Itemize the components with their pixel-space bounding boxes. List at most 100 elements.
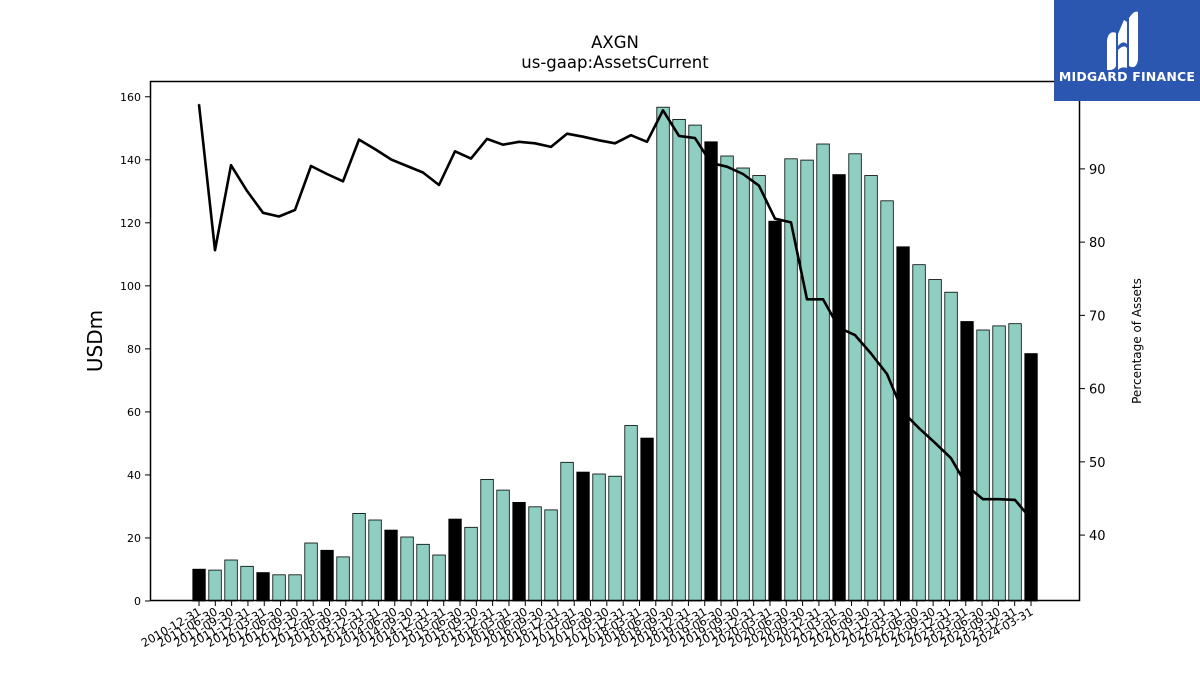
line-point bbox=[614, 142, 616, 144]
bar bbox=[192, 568, 206, 602]
bar bbox=[320, 549, 334, 602]
brand-name: MIDGARD FINANCE bbox=[1058, 69, 1196, 84]
line-point bbox=[262, 212, 264, 214]
bar bbox=[1024, 353, 1038, 602]
line-point bbox=[294, 209, 296, 211]
bar bbox=[960, 321, 974, 602]
right-axis: 405060708090100 bbox=[1080, 90, 1114, 544]
bar bbox=[208, 569, 222, 602]
line-point bbox=[838, 327, 840, 329]
y-tick-label: 140 bbox=[120, 154, 141, 167]
chart-subtitle: us-gaap:AssetsCurrent bbox=[521, 53, 709, 72]
line-point bbox=[502, 144, 504, 146]
line-point bbox=[742, 173, 744, 175]
bar bbox=[640, 437, 654, 602]
bar bbox=[800, 159, 814, 602]
line-point bbox=[806, 298, 808, 300]
bar bbox=[448, 518, 462, 602]
line-point bbox=[1030, 518, 1032, 520]
chart-title: AXGN bbox=[591, 33, 639, 52]
midgard-m-logo-icon bbox=[1107, 11, 1138, 71]
bar bbox=[848, 153, 862, 602]
x-axis: 2010-12-312011-06-302011-09-302011-12-31… bbox=[139, 601, 1036, 650]
y-tick-label: 80 bbox=[127, 343, 141, 356]
bar bbox=[736, 167, 750, 602]
bar bbox=[1008, 323, 1022, 602]
y2-tick-label: 40 bbox=[1089, 529, 1106, 544]
line-point bbox=[438, 184, 440, 186]
bar bbox=[832, 174, 846, 602]
line-point bbox=[710, 162, 712, 164]
y-tick-label: 60 bbox=[127, 406, 141, 419]
line-point bbox=[342, 180, 344, 182]
bar bbox=[272, 574, 286, 602]
bar bbox=[256, 572, 270, 602]
line-point bbox=[886, 373, 888, 375]
line-point bbox=[726, 166, 728, 168]
y2-tick-label: 50 bbox=[1089, 456, 1106, 471]
line-point bbox=[902, 411, 904, 413]
y-tick-label: 20 bbox=[127, 532, 141, 545]
line-point bbox=[374, 148, 376, 150]
line-point bbox=[758, 185, 760, 187]
y2-axis-label: Percentage of Assets bbox=[1130, 278, 1144, 404]
bar bbox=[688, 124, 702, 602]
line-point bbox=[422, 171, 424, 174]
line-point bbox=[470, 158, 472, 160]
bar bbox=[368, 519, 382, 602]
bar bbox=[592, 473, 606, 602]
line-point bbox=[646, 141, 648, 143]
line-point bbox=[358, 139, 360, 141]
bar bbox=[544, 509, 558, 602]
line-point bbox=[694, 137, 696, 139]
line-point bbox=[1014, 499, 1016, 501]
line-point bbox=[326, 173, 328, 175]
bar bbox=[704, 141, 718, 602]
bar bbox=[880, 200, 894, 602]
bar bbox=[816, 143, 830, 602]
bar bbox=[416, 543, 430, 602]
line-point bbox=[566, 133, 568, 135]
line-point bbox=[774, 218, 776, 220]
line-point bbox=[534, 142, 536, 144]
bar bbox=[768, 220, 782, 602]
bar bbox=[864, 175, 878, 602]
bar bbox=[896, 246, 910, 602]
bar bbox=[464, 526, 478, 602]
bar bbox=[992, 325, 1006, 602]
y-tick-label: 0 bbox=[134, 595, 141, 608]
bar bbox=[672, 119, 686, 602]
bar bbox=[656, 106, 670, 602]
y-tick-label: 40 bbox=[127, 469, 141, 482]
y-axis-label: USDm bbox=[83, 310, 107, 372]
bar bbox=[576, 471, 590, 602]
line-layer bbox=[197, 103, 1032, 520]
bar bbox=[560, 461, 574, 602]
bar bbox=[240, 565, 254, 602]
bar bbox=[624, 425, 638, 602]
y2-tick-label: 80 bbox=[1089, 236, 1106, 251]
bar bbox=[944, 291, 958, 602]
line-point bbox=[870, 352, 872, 355]
line-point bbox=[518, 141, 520, 143]
line-point bbox=[198, 103, 200, 105]
line-point bbox=[982, 498, 984, 500]
bar bbox=[512, 501, 526, 602]
bar bbox=[608, 475, 622, 602]
line-point bbox=[550, 146, 552, 148]
line-point bbox=[278, 215, 280, 218]
bar bbox=[336, 556, 350, 602]
line-point bbox=[406, 165, 408, 167]
line-point bbox=[918, 427, 920, 429]
line-point bbox=[998, 498, 1000, 500]
line-point bbox=[310, 165, 312, 167]
line-point bbox=[630, 134, 632, 136]
line-point bbox=[486, 138, 488, 140]
line-point bbox=[214, 249, 216, 251]
bars-layer bbox=[192, 106, 1038, 602]
bar bbox=[384, 529, 398, 602]
y-tick-label: 160 bbox=[120, 91, 141, 104]
line-point bbox=[790, 221, 792, 223]
line-point bbox=[230, 164, 232, 166]
